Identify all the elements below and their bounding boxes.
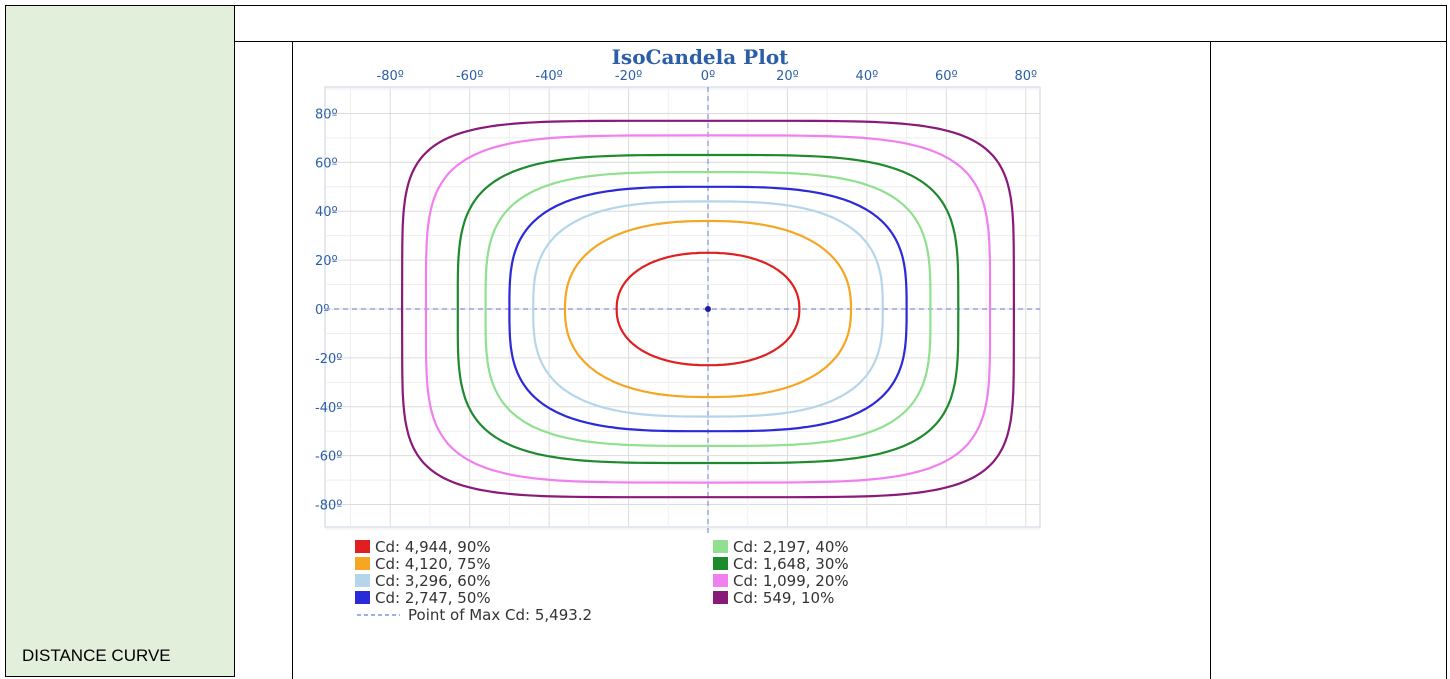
legend-label: Cd: 1,648, 30% xyxy=(733,555,849,573)
y-tick-label: -80º xyxy=(315,499,342,514)
right-cell xyxy=(1211,42,1447,679)
legend-swatch xyxy=(713,591,728,604)
y-tick-label: 80º xyxy=(315,107,338,122)
isocandela-curve-7 xyxy=(424,134,992,484)
plot-area xyxy=(324,86,1041,528)
legend-swatch xyxy=(355,540,370,553)
legend-label: Cd: 1,099, 20% xyxy=(733,572,849,590)
y-tick-label: 0º xyxy=(315,303,329,318)
legend-swatch xyxy=(355,557,370,570)
isocandela-curve-8 xyxy=(400,119,1016,499)
legend-label: Cd: 4,120, 75% xyxy=(375,555,491,573)
x-tick-label: 60º xyxy=(935,69,958,84)
isocandela-curve-4 xyxy=(508,185,908,433)
legend-swatch xyxy=(713,540,728,553)
legend-label: Cd: 2,747, 50% xyxy=(375,589,491,607)
spacer-cell xyxy=(235,42,293,679)
legend-swatch xyxy=(713,574,728,587)
legend-swatch xyxy=(355,591,370,604)
legend-label: Cd: 549, 10% xyxy=(733,589,834,607)
legend-swatch xyxy=(355,574,370,587)
y-tick-label: -20º xyxy=(315,352,342,367)
chart-cell xyxy=(293,42,1211,679)
legend-label: Cd: 2,197, 40% xyxy=(733,538,849,556)
isocandela-curve-2 xyxy=(563,219,853,399)
header-cell xyxy=(235,5,1447,42)
legend-label: Cd: 3,296, 60% xyxy=(375,572,491,590)
y-tick-label: 20º xyxy=(315,254,338,269)
isocandela-curves xyxy=(400,119,1016,499)
label-cell: DISTANCE CURVE xyxy=(5,5,235,677)
isocandela-curve-6 xyxy=(456,153,960,465)
row-label: DISTANCE CURVE xyxy=(22,646,171,665)
legend-label: Cd: 4,944, 90% xyxy=(375,538,491,556)
max-point-marker xyxy=(705,306,711,312)
isocandela-curve-5 xyxy=(484,171,932,447)
y-tick-label: 60º xyxy=(315,156,338,171)
isocandela-curve-3 xyxy=(532,200,884,418)
x-tick-label: -20º xyxy=(615,69,642,84)
x-tick-label: -60º xyxy=(456,69,483,84)
isocandela-curve-1 xyxy=(615,251,801,367)
x-tick-label: 20º xyxy=(776,69,799,84)
legend-swatch xyxy=(713,557,728,570)
x-tick-label: -80º xyxy=(377,69,404,84)
legend-max-point-label: Point of Max Cd: 5,493.2 xyxy=(408,606,592,624)
axes: -80º -60º -40º -20º 0º 20º 40º 60º 80º 80º 60º 40º 2… xyxy=(315,69,1040,535)
chart-title: IsoCandela Plot xyxy=(612,45,790,69)
x-tick-label: 0º xyxy=(701,69,715,84)
x-tick-label: 40º xyxy=(856,69,879,84)
y-tick-label: -60º xyxy=(315,450,342,465)
x-tick-label: 80º xyxy=(1014,69,1037,84)
y-tick-label: -40º xyxy=(315,401,342,416)
isocandela-chart: IsoCandela Plot -80º -60º -40º -20º 0º 20º 40º… xyxy=(305,42,1066,654)
legend: Cd: 4,944, 90% Cd: 2,197, 40% Cd: 4,120, 7… xyxy=(355,538,849,624)
x-tick-label: -40º xyxy=(535,69,562,84)
chart-svg: IsoCandela Plot -80º -60º -40º -20º 0º 20º 40º… xyxy=(315,45,1066,624)
y-tick-label: 40º xyxy=(315,205,338,220)
